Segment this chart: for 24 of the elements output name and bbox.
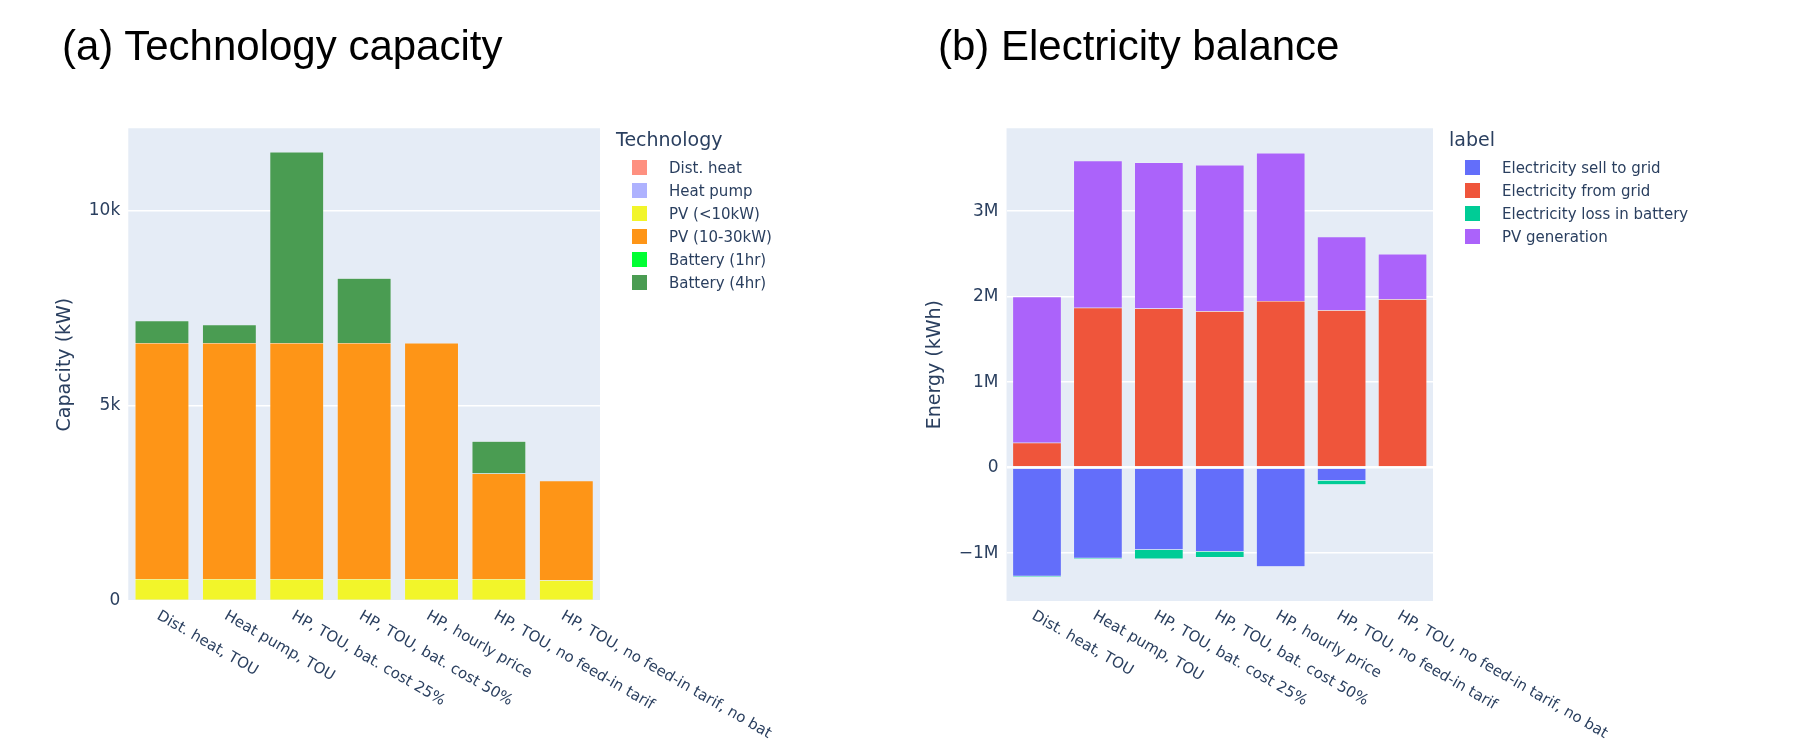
y-tick-label: 1M [973, 370, 999, 391]
chart-title: (a) Technology capacity [62, 22, 503, 70]
legend-label: Dist. heat [669, 158, 742, 177]
chart-title: (b) Electricity balance [938, 22, 1340, 70]
y-axis-title: Energy (kWh) [922, 299, 945, 430]
legend-label: Electricity sell to grid [1502, 158, 1661, 177]
y-axis-title: Capacity (kW) [52, 297, 75, 432]
legend-label: Battery (4hr) [669, 273, 767, 292]
y-tick-label: 0 [109, 589, 121, 610]
legend-label: PV (<10kW) [669, 204, 760, 223]
legend-label: Electricity from grid [1502, 181, 1651, 200]
legend-label: Electricity loss in battery [1502, 204, 1689, 223]
legend-title: label [1449, 128, 1496, 151]
y-tick-label: −1M [958, 541, 999, 562]
legend-label: Heat pump [669, 181, 753, 200]
legend-title: Technology [616, 128, 724, 151]
y-tick-label: 3M [973, 199, 999, 220]
y-tick-label: 0 [987, 456, 999, 477]
y-tick-label: 2M [973, 285, 999, 306]
y-tick-label: 10k [88, 198, 121, 219]
legend-label: PV (10-30kW) [669, 227, 772, 246]
y-tick-label: 5k [99, 394, 121, 415]
legend-label: PV generation [1502, 227, 1608, 246]
legend-label: Battery (1hr) [669, 250, 767, 269]
